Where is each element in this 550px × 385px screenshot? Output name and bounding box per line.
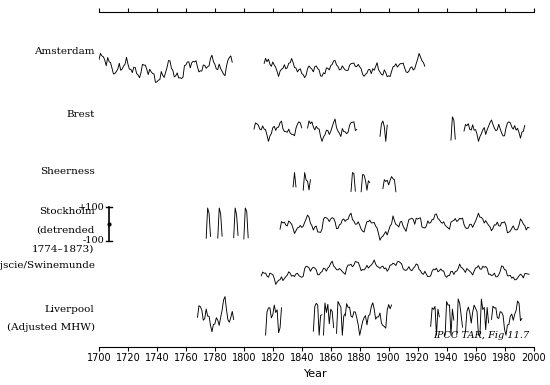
Text: Sheerness: Sheerness (40, 167, 95, 176)
Text: +100: +100 (78, 203, 105, 212)
Text: 1774–1873): 1774–1873) (32, 244, 95, 253)
Text: Liverpool: Liverpool (45, 305, 95, 314)
Text: -100: -100 (83, 236, 105, 246)
Text: Stockholm: Stockholm (39, 208, 95, 216)
Text: Brest: Brest (67, 110, 95, 119)
Text: Amsterdam: Amsterdam (34, 47, 95, 56)
Text: IPCC TAR, Fig 11.7: IPCC TAR, Fig 11.7 (433, 331, 529, 340)
Text: (detrended: (detrended (36, 226, 95, 235)
Text: (Adjusted MHW): (Adjusted MHW) (7, 323, 95, 332)
Text: Swinoujscie/Swinemunde: Swinoujscie/Swinemunde (0, 261, 95, 270)
X-axis label: Year: Year (305, 369, 328, 379)
